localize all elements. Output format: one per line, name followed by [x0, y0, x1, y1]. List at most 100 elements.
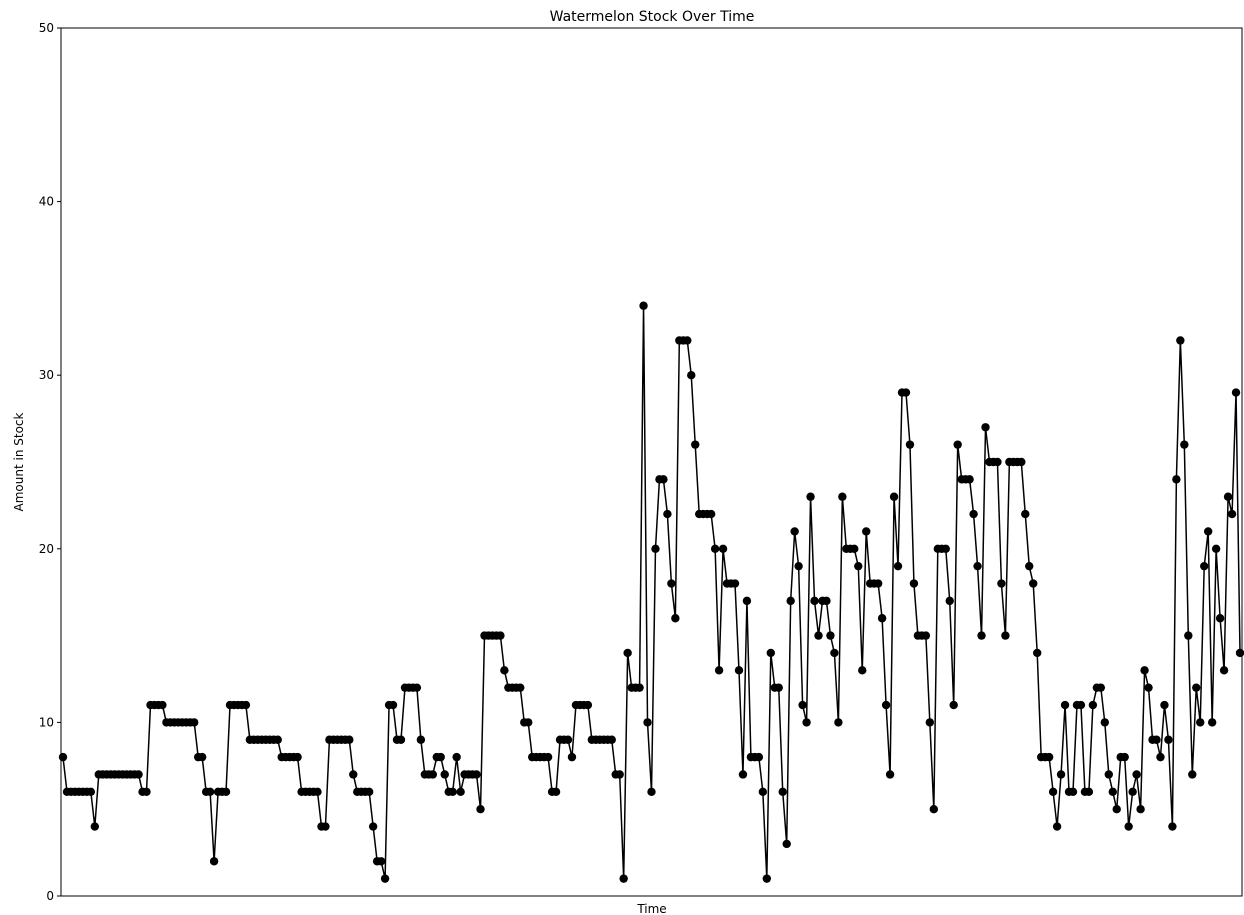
data-point [806, 492, 815, 501]
y-tick-label: 0 [46, 889, 54, 903]
data-point [615, 770, 624, 779]
data-point [607, 735, 616, 744]
data-point [977, 631, 986, 640]
data-point [822, 596, 831, 606]
data-point [1060, 700, 1070, 710]
data-point [830, 648, 839, 658]
plot-frame [60, 27, 1243, 897]
data-point [1203, 527, 1213, 536]
chart-title: Watermelon Stock Over Time [550, 9, 755, 25]
data-point [997, 579, 1006, 588]
data-point [1017, 457, 1026, 467]
data-point [1021, 509, 1030, 519]
y-axis: 0 10 20 30 40 50 [39, 21, 61, 903]
data-point [1104, 770, 1113, 779]
data-point [273, 735, 282, 744]
data-point [524, 718, 533, 727]
data-point [1076, 700, 1086, 710]
data-point [516, 683, 525, 692]
data-point [619, 874, 628, 883]
data-point [941, 544, 950, 553]
data-point [416, 735, 426, 744]
data-point [834, 718, 843, 727]
data-point [1108, 787, 1117, 797]
data-point [718, 544, 728, 553]
data-point [428, 770, 437, 779]
data-point [142, 787, 151, 797]
data-point [790, 527, 799, 536]
data-point [623, 648, 632, 658]
data-point [635, 683, 644, 692]
data-point [1132, 770, 1141, 779]
data-point [543, 752, 553, 762]
data-point [742, 596, 752, 606]
data-point [1227, 509, 1237, 519]
data-point [293, 752, 302, 762]
data-point [456, 787, 465, 797]
data-point [893, 561, 903, 571]
data-point [1001, 631, 1010, 640]
data-point [1156, 752, 1165, 762]
data-point [221, 787, 231, 797]
data-point [376, 857, 386, 866]
data-point [663, 509, 672, 519]
data-point [647, 787, 656, 797]
y-axis-label: Amount in Stock [12, 412, 26, 511]
data-point [1140, 666, 1149, 675]
y-tick-label: 20 [39, 542, 54, 556]
data-point [1029, 579, 1038, 588]
data-point [1180, 440, 1189, 449]
data-point [786, 596, 795, 606]
data-point [802, 718, 811, 727]
data-point [134, 770, 143, 779]
data-point [925, 718, 935, 727]
data-point [190, 718, 199, 727]
data-point [683, 336, 692, 345]
data-point [313, 787, 322, 797]
data-point [197, 752, 207, 762]
data-point [412, 683, 422, 692]
data-point [452, 752, 461, 762]
data-point [651, 544, 660, 553]
data-point [710, 544, 720, 553]
data-point [691, 440, 700, 449]
data-point [158, 700, 167, 710]
data-point [1100, 718, 1110, 727]
data-point [1164, 735, 1173, 744]
data-point [496, 631, 505, 640]
data-point [349, 770, 358, 779]
data-point [476, 805, 485, 814]
data-point [643, 718, 652, 727]
data-point [758, 787, 768, 797]
data-point [90, 822, 100, 831]
data-point [993, 457, 1002, 467]
data-point [730, 579, 740, 588]
data-point [1144, 683, 1153, 692]
data-point [969, 509, 978, 519]
data-point [241, 700, 251, 710]
data-point [368, 822, 378, 831]
data-point [205, 787, 215, 797]
data-point [1033, 648, 1042, 658]
data-point [810, 596, 819, 606]
data-point [945, 596, 954, 606]
data-point [973, 561, 982, 571]
data-point [639, 301, 648, 310]
data-point [1068, 787, 1078, 797]
data-point [1084, 787, 1094, 797]
data-point [909, 579, 919, 588]
data-point [1211, 544, 1221, 553]
data-point [873, 579, 883, 588]
data-point [1231, 388, 1241, 397]
data-point [58, 752, 68, 762]
data-point [734, 666, 744, 675]
data-point [766, 648, 775, 658]
data-point [687, 371, 696, 380]
data-point [388, 700, 398, 710]
data-point [838, 492, 847, 501]
data-point [1152, 735, 1161, 744]
data-point [1025, 561, 1034, 571]
data-point [778, 787, 787, 797]
data-point [1136, 805, 1145, 814]
